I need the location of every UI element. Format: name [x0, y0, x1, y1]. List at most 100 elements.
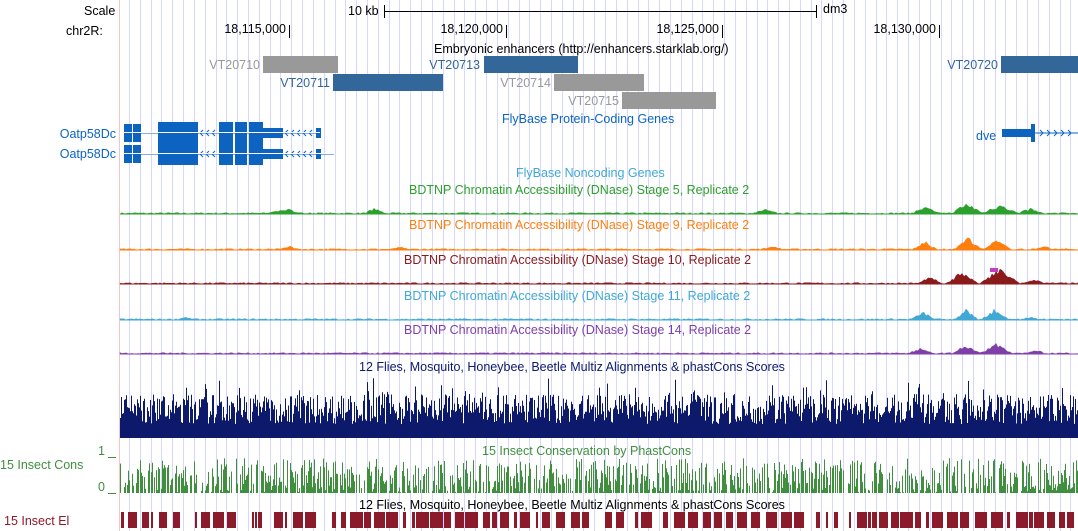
dnase-track-title[interactable]: BDTNP Chromatin Accessibility (DNase) St… — [404, 253, 752, 267]
phastcons-bar — [292, 472, 293, 493]
multiz-conservation-plot[interactable] — [0, 374, 1078, 440]
noncoding-track-title[interactable]: FlyBase Noncoding Genes — [516, 166, 665, 180]
phastcons-bar — [855, 486, 856, 493]
phastcons-bar — [706, 463, 707, 493]
scalebar-label: 10 kb — [348, 4, 379, 18]
phastcons-bar — [878, 483, 879, 493]
dnase-track-title[interactable]: BDTNP Chromatin Accessibility (DNase) St… — [404, 289, 751, 303]
gene-label[interactable]: dve — [976, 129, 997, 143]
phastcons-bar — [463, 462, 464, 493]
phastcons-bar — [246, 476, 247, 493]
phastcons-bar — [241, 490, 242, 493]
phastcons-bar — [568, 478, 569, 493]
phastcons-bar — [977, 488, 978, 493]
phastcons-bar — [423, 476, 424, 493]
phastcons-side-label[interactable]: 15 Insect Cons — [0, 458, 84, 472]
phastcons-bar — [644, 475, 645, 493]
dnase-track-title[interactable]: BDTNP Chromatin Accessibility (DNase) St… — [404, 323, 752, 337]
genes-track-title[interactable]: FlyBase Protein-Coding Genes — [502, 112, 675, 126]
phastcons-bar — [602, 473, 603, 493]
grid-line — [995, 0, 996, 531]
phastcons-bar — [375, 466, 376, 493]
dnase-signal-stage5[interactable] — [0, 196, 1078, 216]
phastcons-bar — [492, 488, 493, 493]
phastcons-bar — [698, 490, 699, 493]
dnase-signal-stage9[interactable] — [0, 232, 1078, 252]
phastcons-bar — [922, 476, 923, 493]
grid-line — [800, 0, 801, 531]
dnase-track-title[interactable]: BDTNP Chromatin Accessibility (DNase) St… — [409, 183, 750, 197]
enhancer-feature[interactable] — [263, 56, 338, 73]
gene-label[interactable]: Oatp58Dc — [59, 127, 116, 141]
conserved-element — [403, 512, 406, 528]
gene-label[interactable]: Oatp58Dc — [59, 147, 116, 161]
phastcons-bar — [267, 482, 268, 493]
conserved-element — [500, 512, 509, 528]
enhancer-feature[interactable] — [554, 74, 644, 91]
elements-track-title[interactable]: 12 Flies, Mosquito, Honeybee, Beetle Mul… — [359, 498, 785, 512]
phastcons-bar — [167, 467, 168, 493]
phastcons-bar — [394, 470, 395, 493]
phastcons-bar — [678, 490, 679, 493]
enhancer-feature[interactable] — [1001, 56, 1078, 73]
phastcons-bar — [950, 491, 951, 493]
phastcons-bar — [647, 463, 648, 493]
phastcons-bar — [273, 479, 274, 493]
phastcons-bar — [556, 468, 557, 493]
phastcons-bar — [313, 475, 314, 493]
enhancer-feature[interactable] — [333, 74, 443, 91]
phastcons-bar — [1030, 489, 1031, 493]
phastcons-bar — [502, 480, 503, 493]
enhancer-label[interactable]: VT20710 — [209, 58, 260, 72]
phastcons-bar — [693, 490, 694, 493]
phastcons-bar — [807, 482, 808, 493]
phastcons-bar — [939, 472, 940, 493]
dnase-track-title[interactable]: BDTNP Chromatin Accessibility (DNase) St… — [409, 218, 750, 232]
enhancer-label[interactable]: VT20714 — [500, 76, 551, 90]
dnase-signal-stage11[interactable] — [0, 302, 1078, 322]
phastcons-bar — [879, 469, 880, 493]
phastcons-bar — [175, 473, 176, 493]
phastcons-track-title[interactable]: 15 Insect Conservation by PhastCons — [482, 444, 692, 458]
enhancer-feature[interactable] — [622, 92, 716, 109]
enhancer-label[interactable]: VT20713 — [429, 58, 480, 72]
elements-side-label[interactable]: 15 Insect El — [4, 514, 70, 528]
phastcons-bar — [395, 467, 396, 493]
dnase-signal-stage14[interactable] — [0, 336, 1078, 356]
phastcons-bar — [925, 491, 926, 493]
phastcons-bar — [315, 483, 316, 493]
grid-line — [854, 0, 855, 531]
phastcons-bar — [896, 481, 897, 493]
multiz-track-title[interactable]: 12 Flies, Mosquito, Honeybee, Beetle Mul… — [359, 360, 785, 374]
enhancer-label[interactable]: VT20711 — [280, 76, 330, 90]
conserved-element — [128, 512, 137, 528]
enhancer-label[interactable]: VT20715 — [568, 94, 619, 108]
phastcons-bar — [356, 474, 357, 493]
conserved-element — [514, 512, 517, 528]
phastcons-bar — [905, 469, 906, 493]
phastcons-bar — [514, 475, 515, 493]
enhancer-feature[interactable] — [484, 56, 578, 73]
phastcons-bar — [275, 485, 276, 493]
grid-line — [908, 0, 909, 531]
dnase-signal-stage10[interactable] — [0, 266, 1078, 286]
phastcons-plot[interactable] — [0, 458, 1078, 494]
grid-line — [778, 0, 779, 531]
phastcons-bar — [294, 482, 295, 493]
phastcons-bar — [833, 465, 834, 493]
gene-models[interactable] — [0, 120, 1078, 166]
phastcons-bar — [999, 468, 1000, 493]
grid-line — [161, 0, 162, 531]
phastcons-bar — [1028, 472, 1029, 493]
phastcons-bar — [1063, 482, 1064, 493]
conserved-element — [1034, 512, 1044, 528]
enhancers-track-title[interactable]: Embryonic enhancers (http://enhancers.st… — [434, 42, 729, 56]
phastcons-bar — [633, 484, 634, 493]
phastcons-bar — [936, 491, 937, 493]
conserved-element — [915, 512, 921, 528]
conserved-elements-track[interactable] — [0, 512, 1078, 528]
phastcons-bar — [946, 466, 947, 493]
conserved-element — [142, 512, 149, 528]
enhancer-label[interactable]: VT20720 — [947, 58, 998, 72]
phastcons-bar — [445, 486, 446, 493]
